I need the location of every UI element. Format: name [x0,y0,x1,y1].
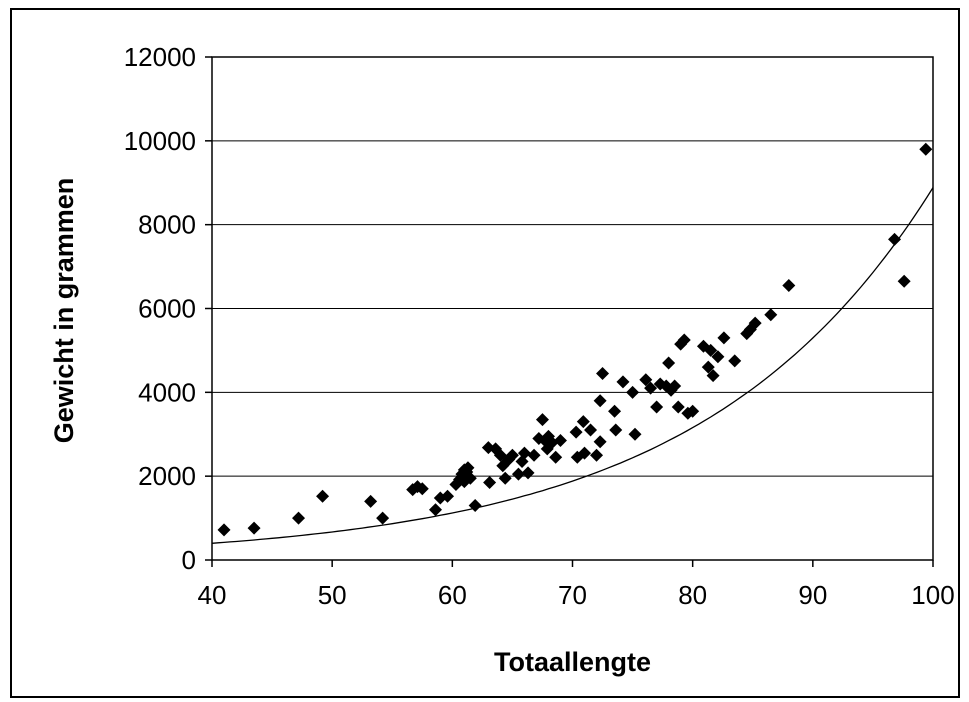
data-point [596,366,610,380]
data-point [364,494,378,508]
x-tick-label: 40 [198,580,227,610]
axes [205,56,934,567]
x-axis-title: Totaallengte [494,647,651,677]
data-point [616,375,630,389]
data-point [517,446,531,460]
data-point [247,521,261,535]
data-point [650,400,664,414]
data-point [429,503,443,517]
data-point [728,354,742,368]
data-point [644,381,658,395]
data-point [897,274,911,288]
y-axis-title: Gewicht in grammen [49,178,79,444]
x-tick-label: 80 [678,580,707,610]
gridlines [212,56,933,477]
data-point [593,394,607,408]
data-point [553,434,567,448]
data-point [292,511,306,525]
data-point [764,308,778,322]
data-point [576,415,590,429]
data-point [460,465,474,479]
y-tick-label: 8000 [138,210,196,240]
data-point [217,523,231,537]
data-point [668,379,682,393]
data-point [782,278,796,292]
chart-frame [10,8,960,698]
data-point [584,423,598,437]
data-point [711,350,725,364]
data-point [483,475,497,489]
data-point [511,467,525,481]
x-tick-label: 100 [911,580,954,610]
data-point [569,425,583,439]
data-point [535,413,549,427]
data-point [677,333,691,347]
y-tick-label: 0 [182,545,196,575]
data-point [415,482,429,496]
data-point [701,360,715,374]
data-point [609,423,623,437]
data-point [593,435,607,449]
data-point [717,331,731,345]
x-tick-label: 70 [558,580,587,610]
x-tick-label: 90 [798,580,827,610]
data-point [316,489,330,503]
data-point [639,373,653,387]
data-points [217,142,933,537]
data-point [686,404,700,418]
data-point [919,142,933,156]
y-tick-label: 10000 [124,126,196,156]
y-tick-label: 2000 [138,461,196,491]
tick-labels: 0 2000 4000 6000 8000 10000 12000 40 50 60 70 80 90 1… [124,42,955,610]
y-tick-label: 4000 [138,377,196,407]
trendline [211,187,934,544]
data-point [441,489,455,503]
data-point [549,450,563,464]
data-point [704,343,718,357]
data-point [578,446,592,460]
data-point [498,471,512,485]
data-point [468,499,482,513]
data-point [608,404,622,418]
data-point [888,232,902,246]
data-point [521,466,535,480]
y-tick-label: 6000 [138,294,196,324]
data-point [505,448,519,462]
data-point [527,448,541,462]
y-tick-label: 12000 [124,42,196,72]
data-point [706,369,720,383]
x-tick-label: 50 [318,580,347,610]
x-tick-label: 60 [438,580,467,610]
data-point [662,356,676,370]
data-point [671,400,685,414]
data-point [376,511,390,525]
data-point [590,448,604,462]
data-point [748,316,762,330]
data-point [628,427,642,441]
data-point [626,385,640,399]
